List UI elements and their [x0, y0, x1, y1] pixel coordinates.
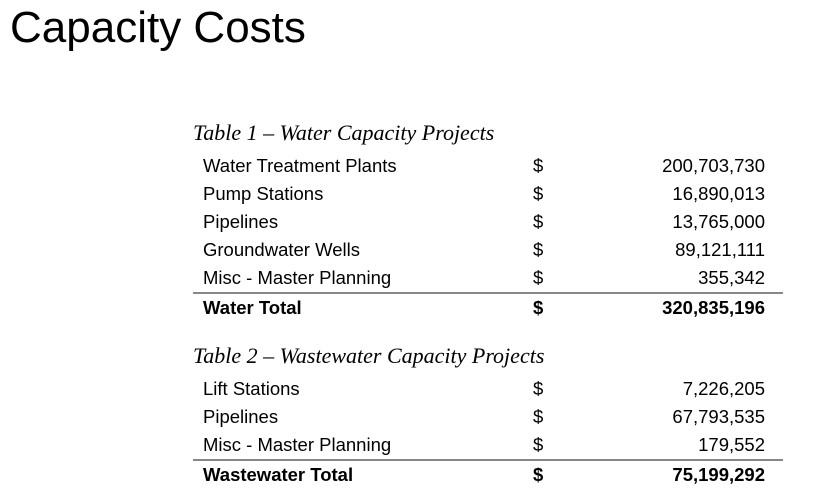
row-value: 67,793,535: [672, 406, 765, 427]
currency-symbol: $: [533, 434, 544, 455]
currency-symbol: $: [533, 211, 544, 232]
table-row: Pipelines $13,765,000: [193, 208, 783, 236]
total-value: 320,835,196: [662, 297, 765, 318]
water-capacity-table: Water Treatment Plants $200,703,730 Pump …: [193, 152, 783, 321]
total-value: 75,199,292: [672, 464, 765, 485]
row-label: Pipelines: [203, 406, 279, 427]
row-label: Groundwater Wells: [203, 239, 360, 260]
table2-caption: Table 2 – Wastewater Capacity Projects: [193, 343, 545, 368]
table1-caption: Table 1 – Water Capacity Projects: [193, 120, 495, 145]
page-title: Capacity Costs: [10, 3, 306, 52]
currency-symbol: $: [533, 406, 544, 427]
total-label: Wastewater Total: [203, 464, 354, 485]
table-row: Pipelines $67,793,535: [193, 403, 783, 431]
table-row: Misc - Master Planning $355,342: [193, 264, 783, 292]
row-label: Misc - Master Planning: [203, 267, 392, 288]
row-label: Pump Stations: [203, 183, 324, 204]
row-label: Lift Stations: [203, 378, 300, 399]
row-value: 200,703,730: [662, 155, 765, 176]
currency-symbol: $: [533, 239, 544, 260]
table-row: Misc - Master Planning $179,552: [193, 431, 783, 459]
wastewater-capacity-table: Lift Stations $7,226,205 Pipelines $67,793…: [193, 375, 783, 488]
row-value: 13,765,000: [672, 211, 765, 232]
currency-symbol: $: [533, 155, 544, 176]
currency-symbol: $: [533, 464, 544, 485]
row-value: 7,226,205: [682, 378, 765, 399]
row-label: Pipelines: [203, 211, 279, 232]
row-label: Misc - Master Planning: [203, 434, 392, 455]
row-value: 355,342: [698, 267, 765, 288]
currency-symbol: $: [533, 183, 544, 204]
row-value: 179,552: [698, 434, 765, 455]
row-value: 16,890,013: [672, 183, 765, 204]
row-value: 89,121,111: [675, 239, 765, 260]
currency-symbol: $: [533, 267, 544, 288]
currency-symbol: $: [533, 297, 544, 318]
total-label: Water Total: [203, 297, 302, 318]
table-row: Groundwater Wells $89,121,111: [193, 236, 783, 264]
total-row: Wastewater Total $75,199,292: [193, 459, 783, 488]
row-label: Water Treatment Plants: [203, 155, 397, 176]
table-row: Water Treatment Plants $200,703,730: [193, 152, 783, 180]
table-row: Lift Stations $7,226,205: [193, 375, 783, 403]
total-row: Water Total $320,835,196: [193, 292, 783, 321]
currency-symbol: $: [533, 378, 544, 399]
table-row: Pump Stations $16,890,013: [193, 180, 783, 208]
